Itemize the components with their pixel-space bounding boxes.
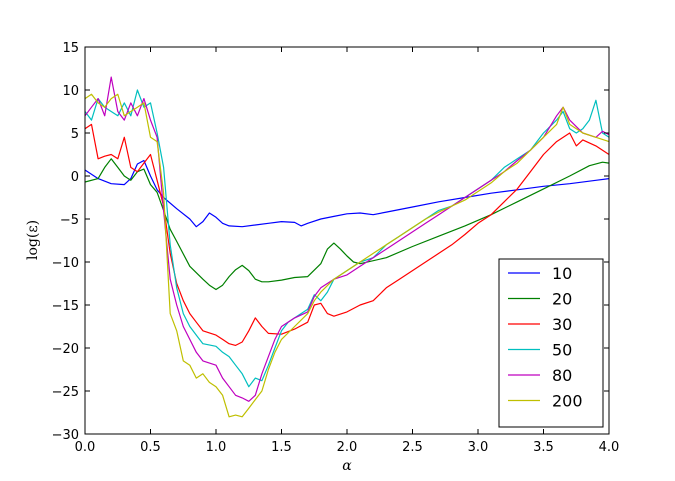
x-tick-label: 4.0 bbox=[599, 440, 620, 455]
x-tick-label: 3.5 bbox=[533, 440, 554, 455]
series-line-10 bbox=[84, 159, 610, 228]
series-layer bbox=[84, 76, 610, 418]
legend-label-20: 20 bbox=[552, 290, 572, 309]
x-tick-label: 2.0 bbox=[337, 440, 358, 455]
series-line-20 bbox=[84, 158, 610, 291]
y-tick-label: −10 bbox=[52, 256, 79, 271]
y-tick-label: 10 bbox=[62, 84, 79, 99]
legend: 10 20 30 50 80 200 bbox=[498, 258, 604, 428]
y-tick-label: 5 bbox=[71, 127, 79, 142]
y-tick-label: −30 bbox=[52, 428, 79, 443]
series-line-30 bbox=[84, 123, 610, 346]
legend-label-30: 30 bbox=[552, 315, 572, 334]
legend-label-200: 200 bbox=[552, 392, 583, 411]
x-axis: 0.0 0.5 1.0 1.5 2.0 2.5 3.0 3.5 4.0 bbox=[75, 47, 620, 455]
y-tick-label: −20 bbox=[52, 342, 79, 357]
y-axis-label: log(ε) bbox=[25, 220, 41, 260]
x-axis-label: α bbox=[342, 458, 352, 474]
x-tick-label: 1.0 bbox=[206, 440, 227, 455]
x-tick-label: 0.5 bbox=[140, 440, 161, 455]
y-tick-label: −25 bbox=[52, 385, 79, 400]
y-tick-label: 15 bbox=[62, 41, 79, 56]
legend-box bbox=[498, 258, 604, 428]
y-tick-label: 0 bbox=[71, 170, 79, 185]
x-tick-label: 2.5 bbox=[402, 440, 423, 455]
legend-label-50: 50 bbox=[552, 341, 572, 360]
y-tick-label: −15 bbox=[52, 299, 79, 314]
x-tick-label: 0.0 bbox=[75, 440, 96, 455]
y-tick-label: −5 bbox=[60, 213, 79, 228]
x-tick-label: 1.5 bbox=[271, 440, 292, 455]
legend-label-10: 10 bbox=[552, 264, 572, 283]
series-line-200 bbox=[84, 93, 610, 418]
legend-label-80: 80 bbox=[552, 366, 572, 385]
series-line-80 bbox=[84, 76, 610, 402]
x-tick-label: 3.0 bbox=[468, 440, 489, 455]
